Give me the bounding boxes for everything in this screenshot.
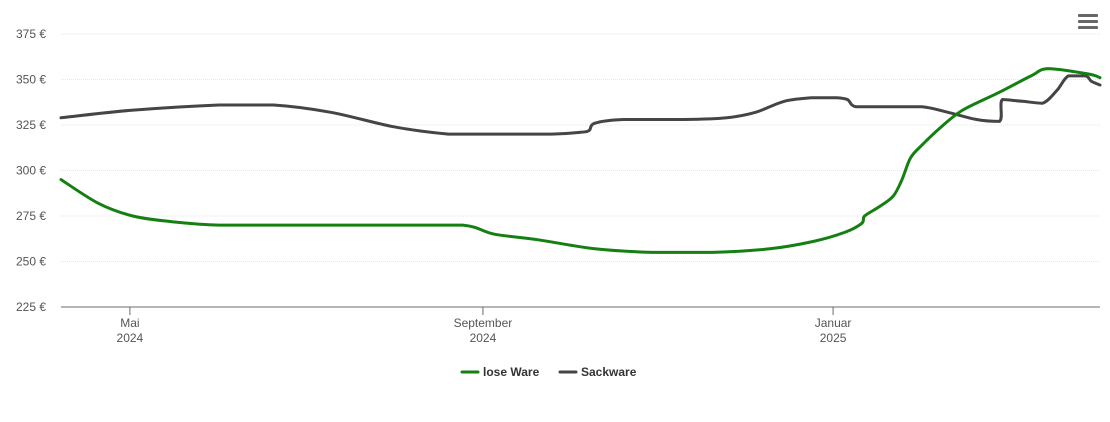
legend: lose Ware Sackware [460, 365, 637, 379]
x-tick-label-month: Januar [815, 316, 852, 330]
y-axis: 225 € 250 € 275 € 300 € 325 € 350 € 375 € [16, 27, 46, 314]
y-tick-label: 225 € [16, 300, 46, 314]
y-tick-label: 350 € [16, 73, 46, 87]
y-tick-label: 300 € [16, 164, 46, 178]
legend-item-lose-ware[interactable]: lose Ware [460, 365, 540, 379]
x-tick-label-month: Mai [120, 316, 139, 330]
y-tick-label: 250 € [16, 255, 46, 269]
series-line-lose-ware[interactable] [59, 67, 1102, 254]
legend-label: lose Ware [483, 365, 540, 379]
y-tick-label: 375 € [16, 27, 46, 41]
hamburger-menu-icon[interactable] [1078, 14, 1098, 30]
y-tick-label: 325 € [16, 118, 46, 132]
x-tick-label-month: September [454, 316, 513, 330]
y-tick-label: 275 € [16, 209, 46, 223]
series-lines [59, 67, 1102, 254]
legend-label: Sackware [581, 365, 637, 379]
series-line-sackware[interactable] [59, 74, 1102, 136]
legend-item-sackware[interactable]: Sackware [558, 365, 637, 379]
grid-lines [61, 33, 1100, 262]
x-tick-label-year: 2024 [470, 331, 497, 345]
x-tick-label-year: 2024 [117, 331, 144, 345]
x-tick-label-year: 2025 [820, 331, 847, 345]
